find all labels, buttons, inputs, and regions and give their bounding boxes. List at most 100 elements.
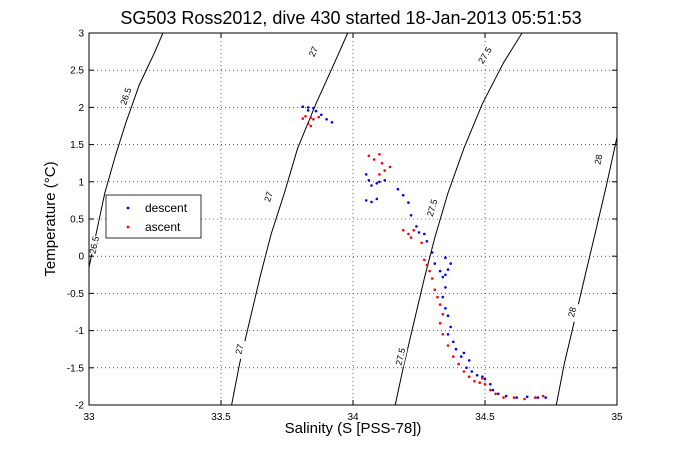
y-tick-label: 0.5 <box>70 215 84 226</box>
point-ascent <box>388 165 392 169</box>
point-ascent <box>380 161 384 165</box>
point-ascent <box>367 154 371 158</box>
x-tick-label: 34.5 <box>475 412 495 423</box>
point-descent <box>459 355 463 358</box>
x-tick-label: 35 <box>611 412 623 423</box>
contour-label-bg <box>393 346 408 367</box>
point-descent <box>417 231 421 234</box>
point-descent <box>446 268 450 271</box>
y-tick-label: 1 <box>78 177 84 188</box>
point-descent <box>330 121 334 124</box>
data-points <box>301 105 547 401</box>
point-descent <box>452 340 455 344</box>
point-ascent <box>483 382 487 386</box>
point-descent <box>383 179 387 182</box>
point-ascent <box>312 118 315 121</box>
point-ascent <box>420 241 423 245</box>
point-descent <box>438 269 442 273</box>
point-descent <box>430 251 434 254</box>
point-ascent <box>317 115 321 119</box>
legend-box <box>105 194 202 239</box>
point-ascent <box>438 321 442 325</box>
point-descent <box>462 351 466 355</box>
point-ascent <box>436 295 439 299</box>
point-descent <box>525 395 529 399</box>
point-descent <box>306 109 310 112</box>
point-descent <box>312 106 315 110</box>
point-ascent <box>481 376 484 380</box>
point-ascent <box>478 381 482 385</box>
contour-label-bg <box>260 186 277 207</box>
point-ascent <box>423 258 426 262</box>
point-ascent <box>502 396 505 399</box>
point-descent <box>449 325 453 329</box>
point-ascent <box>438 303 442 306</box>
point-descent <box>515 396 518 399</box>
contour-label-bg <box>476 45 494 66</box>
point-descent <box>423 232 426 236</box>
point-descent <box>544 396 547 399</box>
point-ascent <box>462 370 466 373</box>
point-ascent <box>412 228 416 232</box>
point-ascent <box>441 312 445 316</box>
x-tick-label: 33.5 <box>211 412 231 423</box>
point-ascent <box>452 355 455 358</box>
contour-label-bg <box>118 86 134 107</box>
point-ascent <box>309 116 313 120</box>
point-ascent <box>533 396 537 399</box>
point-ascent <box>446 344 450 347</box>
y-tick-label: -0.5 <box>67 289 85 300</box>
point-descent <box>407 201 410 204</box>
legend-label-descent: descent <box>145 201 188 215</box>
point-descent <box>375 197 379 201</box>
contour-label-28: 28 <box>566 306 578 318</box>
point-descent <box>441 275 445 279</box>
x-tick-label: 33 <box>83 412 95 423</box>
point-ascent <box>306 122 310 126</box>
point-descent <box>441 295 445 299</box>
contour-line-28 <box>555 137 618 406</box>
point-descent <box>364 173 368 176</box>
contour-label-27.5: 27.5 <box>425 198 440 218</box>
contour-label-28: 28 <box>593 154 605 166</box>
point-descent <box>491 388 495 392</box>
contour-label-26.5: 26.5 <box>88 235 101 254</box>
legend-marker-ascent <box>126 225 130 229</box>
y-tick-label: 3 <box>78 29 84 40</box>
point-ascent <box>430 277 434 280</box>
point-descent <box>433 262 437 265</box>
contour-label-bg <box>87 235 102 255</box>
y-tick-label: -1 <box>75 326 84 337</box>
contour-label-bg <box>565 302 580 322</box>
point-descent <box>401 193 405 197</box>
y-axis-label: Temperature (°C) <box>42 161 59 276</box>
point-descent <box>444 273 447 277</box>
contour-label-27: 27 <box>262 190 275 203</box>
point-ascent <box>428 269 431 273</box>
contour-label-26.5: 26.5 <box>118 86 133 106</box>
point-descent <box>409 214 413 217</box>
legend-marker-descent <box>126 206 130 210</box>
point-descent <box>378 180 381 184</box>
contour-label-27.5: 27.5 <box>476 45 494 65</box>
point-descent <box>444 307 447 310</box>
legend: descent ascent <box>105 194 202 239</box>
point-ascent <box>541 394 545 398</box>
point-ascent <box>433 288 437 292</box>
point-descent <box>375 182 379 185</box>
chart-title: SG503 Ross2012, dive 430 started 18-Jan-… <box>120 8 581 28</box>
point-descent <box>306 106 310 109</box>
point-ascent <box>401 228 405 232</box>
point-ascent <box>372 158 376 161</box>
point-descent <box>483 377 487 381</box>
point-descent <box>475 373 479 377</box>
point-ascent <box>409 236 413 239</box>
contour-label-bg <box>232 339 247 360</box>
point-descent <box>325 118 328 121</box>
point-descent <box>367 179 371 182</box>
point-ascent <box>383 169 387 172</box>
contour-line-26.5 <box>88 32 164 268</box>
axis-ticks: 33 33.5 34 34.5 35 -2 -1.5 -1 -0.5 0 0.5 1 1.5 2 2.5 3 <box>67 29 623 424</box>
point-descent <box>465 366 468 370</box>
